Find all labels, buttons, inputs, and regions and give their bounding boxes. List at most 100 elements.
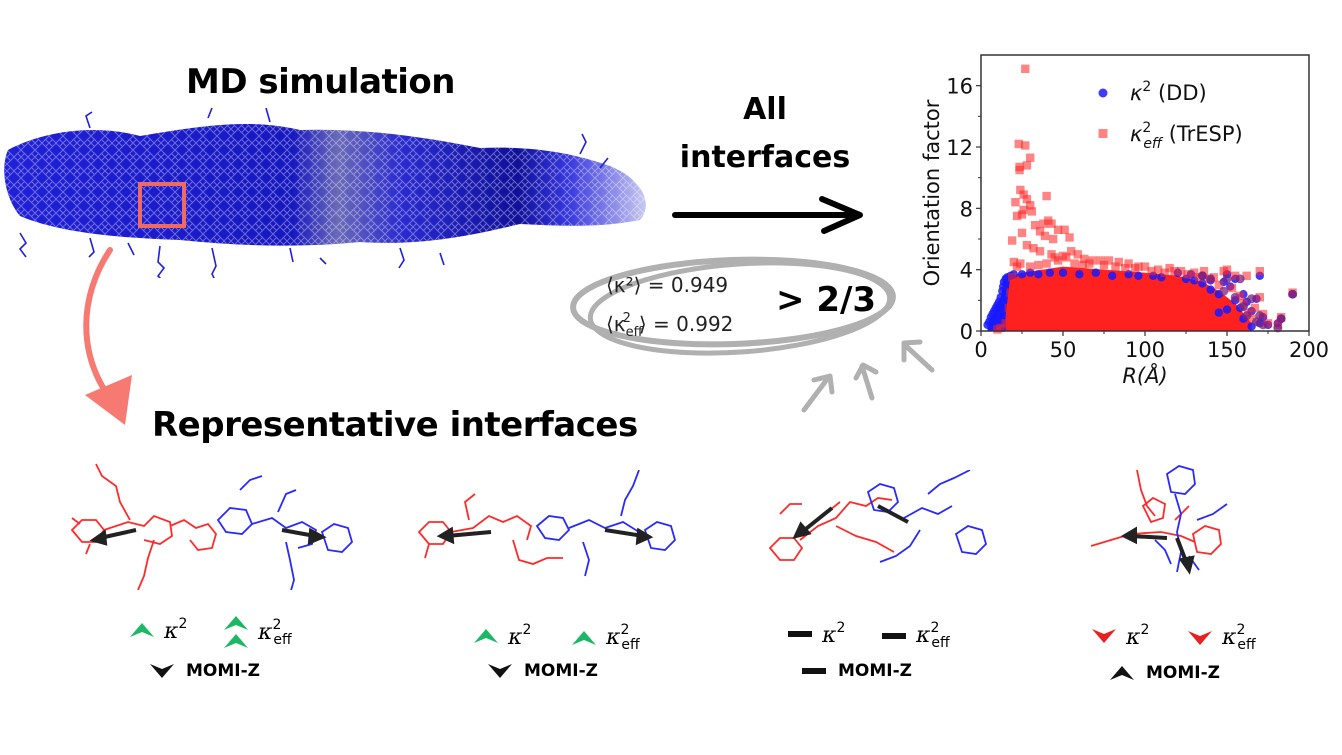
overlap-data-point [1206, 274, 1216, 284]
down-arrowhead-icon [1092, 629, 1116, 643]
interface-3-molecules [768, 470, 988, 563]
md-simulation-title: MD simulation [186, 62, 456, 102]
x-tick-label: 50 [1050, 338, 1077, 362]
kappa2-eff-label: κ2eff [258, 616, 292, 648]
tresp-data-point [1019, 190, 1028, 199]
averages-ellipse [570, 256, 896, 356]
tresp-data-point [993, 325, 1002, 334]
interface-4-red-molecule [1090, 469, 1222, 555]
grey-arrow-icon [853, 362, 879, 401]
interface-2-dipole-arrows [436, 526, 654, 546]
tresp-data-point [1017, 228, 1027, 238]
interface-2-kappa2-trend: κ2 [472, 622, 531, 650]
momi-z-label: MOMI-Z [524, 661, 598, 681]
tresp-data-point [1009, 257, 1018, 267]
interface-3-blue-molecule [866, 470, 988, 563]
tresp-data-point [1199, 267, 1209, 276]
tresp-data-point [1040, 231, 1050, 241]
all-interfaces-label: All interfaces [665, 86, 865, 182]
overlap-data-point [1197, 271, 1207, 281]
curved-arrow-to-representative [83, 247, 132, 425]
tresp-data-point [1014, 139, 1023, 149]
interface-4-kappa2-trend: κ2 [1090, 622, 1149, 650]
tresp-data-point [1183, 270, 1192, 279]
dd-data-point [1108, 271, 1117, 280]
tresp-data-point [1016, 259, 1025, 268]
tresp-data-point [1001, 319, 1010, 328]
tresp-data-point [1004, 303, 1014, 313]
up-arrowhead-icon [224, 616, 248, 648]
kappa2-eff-average-value: = 0.992 [653, 312, 734, 336]
dd-data-point [1222, 305, 1232, 314]
representative-interfaces-title: Representative interfaces [152, 405, 638, 445]
tresp-data-point [1250, 303, 1260, 313]
dd-data-point [1075, 270, 1084, 279]
interface-1-momi-z-trend: MOMI-Z [148, 660, 260, 682]
tresp-data-point [1214, 280, 1223, 290]
kappa2-eff-average: ⟨κeff2 ⟩ = 0.992 [606, 311, 734, 340]
tresp-data-point [1147, 267, 1156, 276]
dd-data-point [1214, 308, 1223, 317]
kappa2-eff-average-label: ⟨κ [606, 312, 626, 336]
kappa2-average-value: = 0.949 [647, 273, 729, 297]
tresp-data-point [1053, 256, 1063, 265]
tresp-data-point [1160, 268, 1169, 277]
tresp-data-point [1042, 259, 1051, 268]
tresp-data-point [1235, 291, 1245, 300]
tresp-data-point [1078, 260, 1087, 270]
tresp-data-point [1022, 161, 1032, 170]
highlight-box [138, 182, 186, 228]
tresp-data-point [1027, 207, 1037, 216]
interface-1-molecules [70, 463, 354, 590]
interface-2-red-molecule [417, 493, 563, 565]
overlap-data-point [1230, 292, 1240, 302]
interface-1-blue-molecule [216, 475, 354, 590]
y-tick-label: 12 [946, 136, 973, 160]
interface-2-blue-molecule [535, 470, 677, 577]
interface-4-dipole-arrows [1120, 526, 1195, 575]
x-tick-label: 150 [1207, 338, 1247, 362]
dash-icon [802, 668, 826, 674]
kappa2-label: κ2 [1126, 622, 1150, 650]
tresp-data-point [1019, 205, 1028, 215]
cluster-body [4, 108, 646, 278]
x-tick-label: 0 [974, 338, 987, 362]
tresp-data-point [1060, 225, 1069, 234]
tresp-data-point [1247, 314, 1256, 323]
legend-dd-label: κ2 (DD) [1130, 79, 1207, 105]
momi-z-label: MOMI-Z [838, 661, 912, 681]
tresp-data-point [1022, 240, 1032, 250]
tresp-data-point [1012, 211, 1022, 221]
y-tick-label: 8 [960, 197, 973, 221]
interface-4-momi-z-trend: MOMI-Z [1108, 662, 1220, 684]
tresp-data-point [1017, 210, 1027, 219]
tresp-data-point [1222, 265, 1232, 274]
dd-data-point [1058, 268, 1068, 277]
tresp-data-point [1104, 256, 1114, 265]
down-arrowhead-icon [150, 664, 174, 678]
kappa2-eff-label: κ2eff [1222, 622, 1256, 653]
grey-arrow-icon [901, 339, 935, 373]
dash-icon [788, 631, 812, 637]
tresp-data-point [1111, 262, 1120, 271]
y-tick-label: 4 [960, 259, 973, 283]
all-interfaces-line2: interfaces [679, 140, 851, 175]
dd-data-point [1045, 268, 1055, 277]
up-arrowhead-icon [474, 629, 498, 643]
interface-3-dipole-arrows [792, 504, 909, 539]
dd-data-point [1134, 271, 1143, 280]
overlap-data-point [1252, 317, 1262, 327]
legend-tresp-label: κ2 eff (TrESP) [1130, 120, 1243, 152]
tresp-data-point [1026, 153, 1035, 162]
tresp-data-point [1015, 162, 1024, 172]
tresp-data-point [1176, 267, 1186, 276]
tresp-data-point [1231, 271, 1240, 280]
tresp-data-point [1121, 263, 1130, 273]
interface-1-kappa2-eff-trend: κ2eff [222, 612, 292, 652]
x-axis-label: R(Å) [1122, 362, 1167, 388]
dd-data-point [1206, 285, 1215, 294]
tresp-data-point [1073, 250, 1082, 259]
tresp-data-point [1070, 259, 1079, 268]
down-arrowhead-icon [1188, 630, 1212, 645]
tresp-data-point [1080, 254, 1089, 264]
